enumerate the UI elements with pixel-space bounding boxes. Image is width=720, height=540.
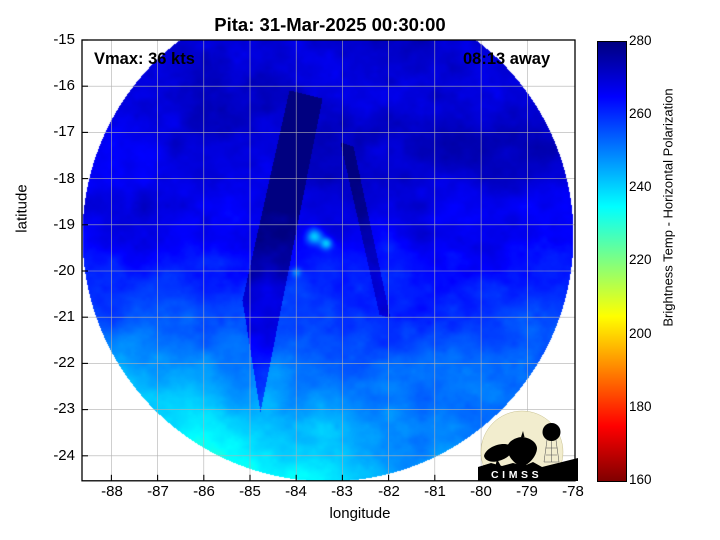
svg-text:CIMSS: CIMSS — [491, 469, 542, 481]
